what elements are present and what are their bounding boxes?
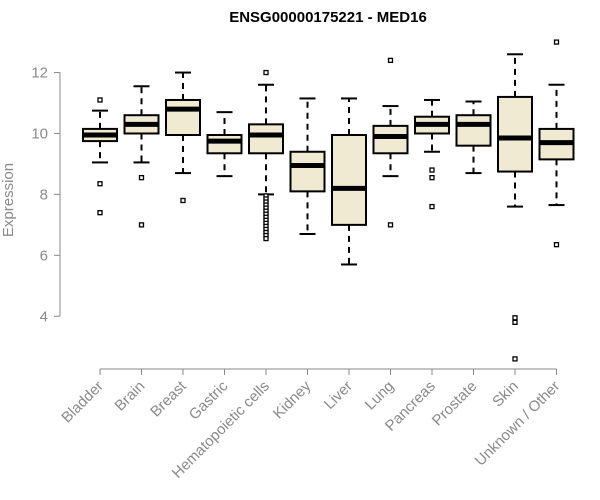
iqr-box bbox=[289, 150, 326, 193]
outlier-point bbox=[97, 181, 103, 187]
box-liver bbox=[331, 97, 367, 266]
box-lung bbox=[372, 57, 409, 228]
outlier-point bbox=[138, 175, 145, 181]
box-pancreas bbox=[414, 98, 450, 210]
x-tick-label: Breast bbox=[147, 377, 190, 420]
iqr-box bbox=[455, 114, 492, 147]
outlier-point bbox=[263, 69, 269, 76]
chart-title: ENSG00000175221 - MED16 bbox=[229, 9, 427, 26]
box-prostate bbox=[455, 100, 492, 175]
box-gastric bbox=[206, 111, 243, 178]
box-brain bbox=[123, 85, 160, 228]
x-tick-label: Kidney bbox=[270, 377, 315, 422]
outlier-point bbox=[553, 39, 560, 45]
outlier-point bbox=[512, 319, 518, 326]
x-tick-label: Liver bbox=[321, 378, 356, 413]
iqr-box bbox=[331, 134, 367, 226]
y-axis-label: Expression bbox=[0, 163, 17, 237]
y-tick-label: 10 bbox=[31, 125, 48, 142]
box-skin bbox=[497, 53, 533, 362]
iqr-box bbox=[165, 98, 201, 137]
y-tick-label: 8 bbox=[40, 186, 48, 203]
y-tick-label: 12 bbox=[31, 65, 48, 82]
outlier-point bbox=[263, 235, 269, 242]
outlier-point bbox=[429, 203, 435, 210]
iqr-box bbox=[372, 124, 409, 155]
iqr-box bbox=[206, 134, 243, 155]
outlier-point bbox=[512, 315, 518, 321]
x-tick-label: Bladder bbox=[58, 378, 107, 427]
outlier-point bbox=[512, 356, 518, 362]
outlier-point bbox=[97, 210, 103, 216]
iqr-box bbox=[248, 123, 284, 155]
y-axis: 4 6 8 10 12 bbox=[31, 65, 61, 325]
outlier-point bbox=[138, 222, 145, 228]
outlier-point bbox=[387, 57, 394, 64]
outlier-point bbox=[97, 97, 103, 103]
iqr-box bbox=[497, 95, 533, 173]
box-unknown-other bbox=[538, 39, 575, 248]
x-tick-label: Prostate bbox=[429, 378, 481, 430]
box-bladder bbox=[82, 97, 118, 216]
box-hematopoietic-cells bbox=[248, 69, 284, 242]
y-tick-label: 6 bbox=[40, 247, 48, 264]
outlier-point bbox=[429, 175, 435, 181]
box-kidney bbox=[289, 97, 326, 236]
outlier-point bbox=[553, 242, 560, 248]
boxes-group bbox=[82, 39, 575, 362]
x-tick-label: Lung bbox=[362, 378, 398, 414]
y-tick-label: 4 bbox=[40, 308, 48, 325]
x-tick-label: Brain bbox=[112, 378, 149, 415]
outlier-point bbox=[180, 197, 186, 204]
outlier-point bbox=[429, 167, 435, 173]
x-tick-label: Skin bbox=[489, 378, 522, 411]
outlier-point bbox=[387, 222, 394, 228]
box-breast bbox=[165, 71, 201, 204]
